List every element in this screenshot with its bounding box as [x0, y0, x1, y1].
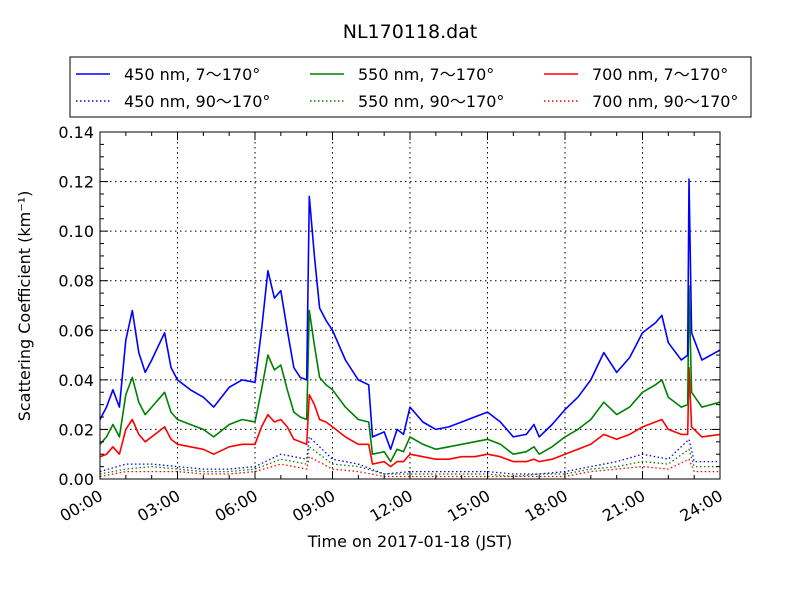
series-line-1: [99, 284, 721, 463]
series-line-3: [99, 436, 720, 475]
series-line-4: [99, 446, 720, 478]
series-line-0: [99, 178, 721, 451]
series-line-2: [99, 366, 721, 468]
legend-label-0: 450 nm, 7～170°: [124, 65, 260, 84]
series-lines: [99, 178, 721, 478]
x-tick-label: 03:00: [134, 486, 183, 526]
legend: 450 nm, 7～170° 550 nm, 7～170° 700 nm, 7～17…: [69, 56, 752, 118]
y-tick-label: 0.00: [58, 470, 94, 489]
legend-label-4: 550 nm, 90～170°: [358, 92, 504, 111]
legend-label-3: 450 nm, 90～170°: [124, 92, 270, 111]
y-tick-label: 0.12: [58, 173, 94, 192]
grid: [100, 132, 720, 479]
x-tick-label: 18:00: [522, 486, 571, 526]
legend-box: [69, 56, 752, 118]
legend-label-2: 700 nm, 7～170°: [592, 65, 728, 84]
x-tick-label: 21:00: [599, 486, 648, 526]
x-axis-label: Time on 2017-01-18 (JST): [307, 532, 512, 551]
y-tick-label: 0.04: [58, 371, 94, 390]
x-tick-label: 15:00: [444, 486, 493, 526]
x-tick-label: 00:00: [57, 486, 106, 526]
series-line-5: [99, 456, 720, 478]
x-tick-label: 09:00: [289, 486, 338, 526]
y-tick-label: 0.06: [58, 321, 94, 340]
x-tick-label: 12:00: [367, 486, 416, 526]
legend-label-5: 700 nm, 90～170°: [592, 92, 738, 111]
y-tick-label: 0.08: [58, 272, 94, 291]
y-tick-label: 0.14: [58, 123, 94, 142]
x-tick-label: 06:00: [212, 486, 261, 526]
x-tick-label: 24:00: [677, 486, 726, 526]
plot-frame: [99, 131, 721, 480]
y-tick-label: 0.02: [58, 420, 94, 439]
legend-label-1: 550 nm, 7～170°: [358, 65, 494, 84]
y-axis-label: Scattering Coefficient (km⁻¹): [15, 191, 34, 422]
y-tick-label: 0.10: [58, 222, 94, 241]
chart-title: NL170118.dat: [343, 21, 478, 43]
